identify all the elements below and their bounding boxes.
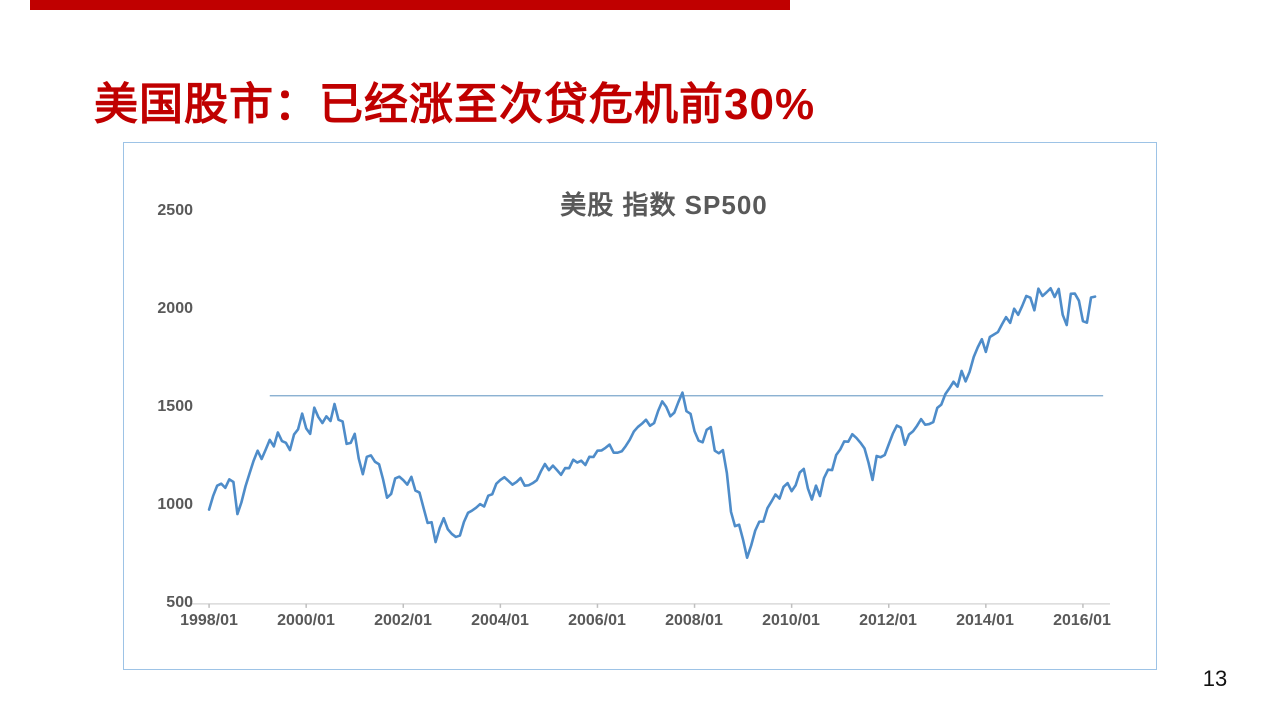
y-tick-label: 1500 (157, 398, 193, 415)
x-tick-label: 2012/01 (859, 612, 917, 629)
x-tick-label: 2014/01 (956, 612, 1014, 629)
chart-title: 美股 指数 SP500 (560, 190, 768, 220)
x-tick-label: 2010/01 (762, 612, 820, 629)
x-tick-label: 2004/01 (471, 612, 529, 629)
page-number: 13 (1202, 666, 1228, 691)
x-tick-label: 2008/01 (665, 612, 723, 629)
x-tick-label: 1998/01 (180, 612, 238, 629)
y-tick-label: 500 (166, 594, 193, 611)
y-tick-label: 2500 (157, 202, 193, 219)
sp500-series-line (207, 286, 1097, 559)
slide-title: 美国股市：已经涨至次贷危机前30% (94, 80, 816, 129)
x-tick-label: 2000/01 (277, 612, 335, 629)
x-tick-label: 2002/01 (374, 612, 432, 629)
chart-panel: 美股 指数 SP500 2500 2000 1500 1000 500 1998/01 2… (123, 142, 1157, 670)
y-tick-label: 1000 (157, 496, 193, 513)
y-tick-label: 2000 (157, 300, 193, 317)
top-accent-bar (30, 0, 790, 10)
chart-canvas (192, 286, 1110, 608)
x-tick-label: 2016/01 (1053, 612, 1111, 629)
x-tick-label: 2006/01 (568, 612, 626, 629)
